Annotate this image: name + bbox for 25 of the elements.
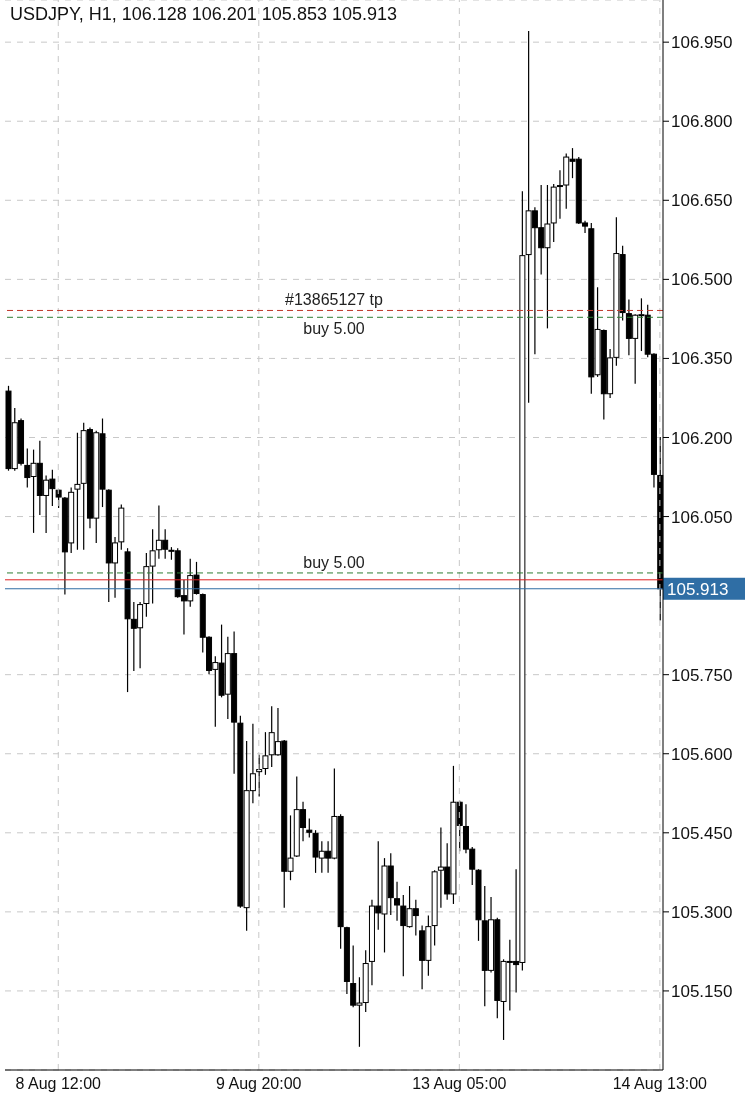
chart-title: USDJPY, H1, 106.128 106.201 105.853 105.913 [10,4,397,25]
candlestick [256,754,263,798]
ref-line-label: 105.913 [667,579,729,599]
ref-line-label: buy 5.00 [303,320,365,338]
y-tick-label: 105.750 [671,665,733,685]
x-tick-label: 13 Aug 05:00 [412,1075,507,1093]
y-tick-label: 105.150 [671,981,733,1001]
candlestick [74,432,81,551]
candlestick [306,817,313,839]
x-tick-label: 9 Aug 20:00 [216,1075,302,1093]
y-tick-label: 106.050 [671,507,733,527]
y-tick-label: 106.350 [671,349,733,369]
y-tick-label: 105.600 [671,744,733,764]
y-tick-label: 105.300 [671,902,733,922]
ref-line-label: #13865127 tp [285,291,384,309]
y-tick-label: 106.500 [671,270,733,290]
y-tick-label: 106.650 [671,191,733,211]
y-tick-label: 106.950 [671,33,733,53]
y-tick-label: 106.200 [671,428,733,448]
x-tick-label: 14 Aug 13:00 [612,1075,708,1093]
y-tick-label: 105.450 [671,823,733,843]
candlestick [262,731,269,776]
ref-line-label: buy 5.00 [303,553,365,571]
y-tick-label: 106.800 [671,112,733,132]
x-tick-label: 8 Aug 12:00 [15,1075,102,1093]
